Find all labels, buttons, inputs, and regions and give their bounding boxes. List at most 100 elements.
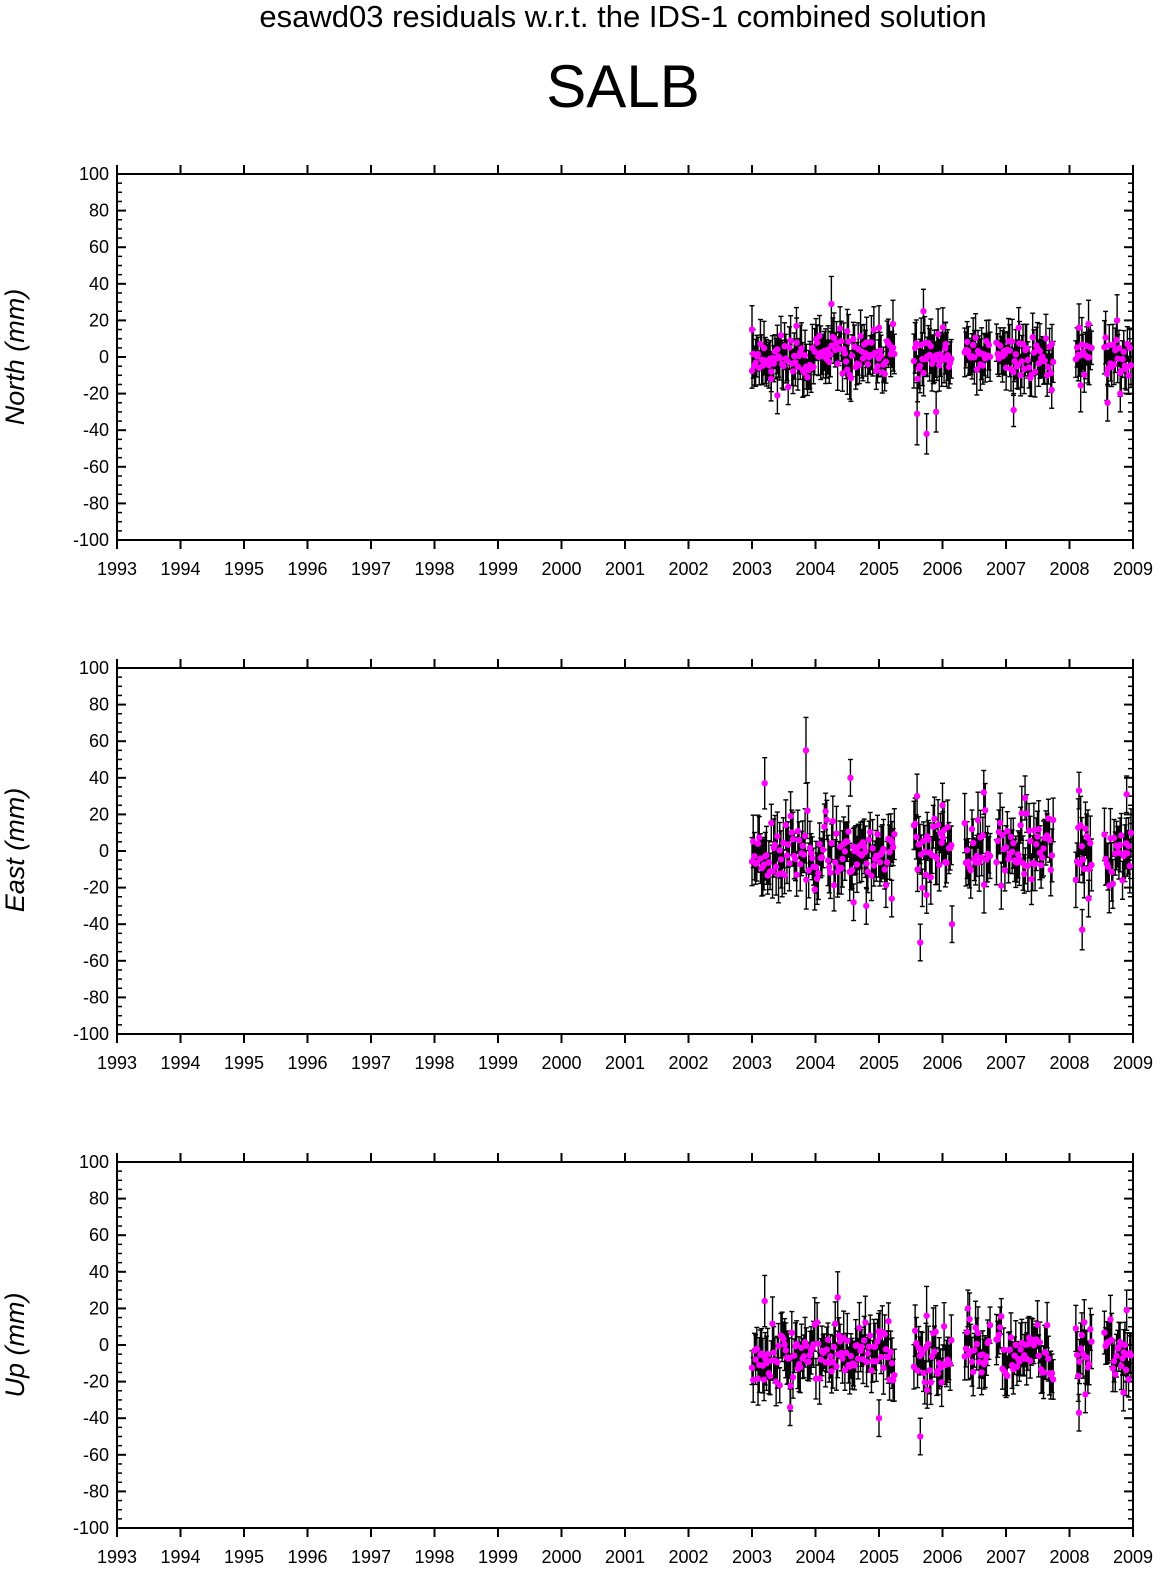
data-point	[1119, 355, 1126, 363]
data-point	[917, 1433, 924, 1440]
data-point	[861, 1337, 868, 1344]
data-point	[963, 338, 971, 346]
data-point	[810, 363, 817, 371]
data-point	[973, 1340, 980, 1348]
y-tick-label: 20	[89, 804, 109, 824]
data-point	[1002, 844, 1010, 851]
data-point	[1031, 368, 1039, 375]
data-point	[859, 355, 867, 362]
north-axis-label: North (mm)	[0, 289, 30, 426]
data-points	[748, 300, 1135, 438]
data-point	[913, 833, 920, 841]
data-point	[828, 839, 835, 847]
data-point	[1041, 357, 1048, 364]
data-point	[874, 830, 881, 838]
data-point	[774, 392, 781, 399]
data-point	[926, 351, 933, 358]
data-point	[934, 330, 942, 338]
x-tick-label: 2004	[795, 1053, 835, 1073]
data-point	[1107, 1316, 1114, 1323]
data-point	[1079, 926, 1086, 933]
x-tick-label: 1993	[97, 559, 137, 579]
data-point	[946, 1360, 954, 1368]
data-point	[925, 1340, 932, 1348]
data-point	[1113, 317, 1121, 324]
data-point	[868, 339, 875, 346]
data-point	[833, 830, 840, 837]
data-point	[826, 863, 833, 871]
y-tick-label: 0	[99, 1335, 109, 1355]
data-point	[856, 1324, 863, 1332]
x-tick-label: 2009	[1113, 1053, 1153, 1073]
data-point	[770, 1349, 777, 1356]
y-tick-label: 20	[89, 1298, 109, 1318]
data-point	[832, 859, 839, 866]
data-point	[1127, 362, 1135, 369]
y-tick-label: 60	[89, 237, 109, 257]
y-tick-label: 60	[89, 1225, 109, 1245]
data-point	[833, 340, 840, 347]
data-point	[963, 846, 971, 854]
data-point	[771, 841, 779, 848]
x-tick-label: 2007	[986, 1053, 1026, 1073]
data-point	[754, 1375, 762, 1382]
data-point	[948, 921, 956, 928]
data-point	[839, 370, 846, 377]
data-point	[967, 866, 974, 874]
data-point	[793, 322, 800, 330]
data-point	[923, 1312, 930, 1319]
y-tick-label: 0	[99, 347, 109, 367]
data-point	[844, 328, 851, 335]
data-point	[1119, 877, 1126, 884]
data-point	[848, 352, 856, 359]
data-point	[986, 1321, 994, 1329]
data-point	[1023, 810, 1030, 817]
data-point	[891, 1371, 898, 1379]
data-point	[927, 343, 935, 350]
data-point	[877, 1353, 885, 1361]
data-point	[1002, 364, 1010, 371]
data-point	[996, 819, 1004, 827]
data-point	[772, 863, 780, 870]
data-point	[826, 358, 833, 366]
data-point	[910, 357, 918, 365]
data-point	[1007, 1334, 1015, 1341]
data-point	[841, 1366, 849, 1374]
data-point	[832, 1320, 839, 1327]
data-point	[833, 1363, 840, 1370]
data-point	[921, 848, 928, 856]
data-point	[1088, 344, 1095, 352]
data-point	[938, 1379, 945, 1386]
data-point	[1104, 399, 1111, 406]
data-point	[815, 870, 822, 877]
data-point	[804, 374, 811, 381]
data-point	[1118, 1362, 1125, 1370]
data-point	[939, 834, 947, 841]
data-point	[853, 1342, 861, 1349]
data-point	[1049, 816, 1057, 824]
data-point	[998, 1313, 1005, 1320]
y-tick-label: -80	[83, 493, 109, 513]
data-point	[911, 820, 919, 828]
data-point	[1079, 856, 1087, 863]
data-point	[971, 353, 978, 361]
data-point	[1078, 843, 1086, 850]
data-point	[813, 1319, 821, 1326]
data-point	[882, 881, 890, 889]
x-tick-label: 2004	[795, 559, 835, 579]
data-point	[809, 855, 816, 862]
data-point	[916, 362, 924, 370]
data-point	[1024, 862, 1032, 870]
data-point	[1017, 822, 1024, 829]
data-point	[781, 872, 788, 879]
data-point	[913, 340, 920, 347]
data-point	[793, 1340, 800, 1348]
data-point	[1030, 827, 1038, 834]
data-point	[835, 1332, 843, 1339]
x-tick-label: 2009	[1113, 1547, 1153, 1567]
data-point	[1006, 347, 1013, 354]
data-point	[766, 1372, 774, 1380]
data-point	[781, 342, 788, 350]
data-point	[765, 859, 773, 866]
